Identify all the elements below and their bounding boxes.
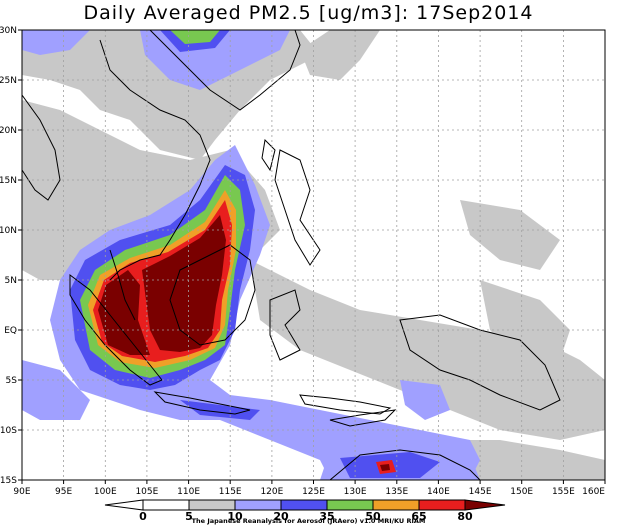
colorbar-label: 20 bbox=[273, 510, 289, 523]
lon-label: 155E bbox=[552, 487, 575, 497]
lat-label: 15S bbox=[0, 476, 17, 486]
colorbar: 0 5 10 20 35 50 65 80 bbox=[104, 499, 506, 523]
lon-label: 150E bbox=[510, 487, 533, 497]
darkred-region-east bbox=[142, 215, 226, 352]
lon-label: 125E bbox=[302, 487, 325, 497]
lat-label: 30N bbox=[0, 26, 17, 36]
lon-label: 140E bbox=[427, 487, 450, 497]
colorbar-segment-0 bbox=[104, 499, 144, 511]
gridlines bbox=[22, 30, 605, 480]
lat-label: 10N bbox=[0, 226, 17, 236]
coastline-borneo bbox=[169, 244, 256, 346]
colorbar-segment-5 bbox=[326, 499, 374, 511]
colorbar-label: 80 bbox=[457, 510, 473, 523]
colorbar-label: 50 bbox=[365, 510, 381, 523]
lightblue-region-north bbox=[22, 30, 90, 55]
lat-label: 20N bbox=[0, 126, 17, 136]
lon-label: 90E bbox=[13, 487, 30, 497]
darkred-region-spot bbox=[380, 464, 390, 471]
map-title: Daily Averaged PM2.5 [ug/m3]: 17Sep2014 bbox=[83, 2, 534, 24]
lon-label: 100E bbox=[94, 487, 117, 497]
lon-label: 160E bbox=[582, 487, 605, 497]
tick-marks bbox=[18, 29, 606, 484]
lon-label: 105E bbox=[135, 487, 158, 497]
gray-region-pacific bbox=[460, 200, 560, 270]
lon-label: 120E bbox=[260, 487, 283, 497]
colorbar-label: 0 bbox=[139, 510, 147, 523]
blue-region-south bbox=[180, 400, 260, 420]
lat-label: 10S bbox=[0, 426, 17, 436]
lat-labels: 30N 25N 20N 15N 10N 5N EQ 5S 10S 15S bbox=[0, 26, 17, 486]
footer-credit: The Japanese Reanalysis for Aerosol (JRA… bbox=[191, 517, 426, 525]
lon-labels: 90E 95E 100E 105E 110E 115E 120E 125E 13… bbox=[13, 487, 605, 497]
lightblue-region-east bbox=[400, 380, 450, 420]
lat-label: 15N bbox=[0, 176, 17, 186]
colorbar-segment-3 bbox=[234, 499, 282, 511]
lon-label: 95E bbox=[55, 487, 72, 497]
coastline-newguinea bbox=[399, 314, 561, 411]
coastline-malay bbox=[109, 249, 136, 321]
green-region-top bbox=[170, 30, 220, 44]
colorbar-segment-1 bbox=[142, 499, 190, 511]
gray-region-east-north bbox=[480, 280, 570, 360]
colorbar-segment-2 bbox=[188, 499, 236, 511]
colorbar-segment-7 bbox=[418, 499, 466, 511]
coastline-java bbox=[153, 391, 251, 415]
lat-label: 5S bbox=[6, 376, 18, 386]
colorbar-label: 10 bbox=[227, 510, 243, 523]
lon-label: 130E bbox=[344, 487, 367, 497]
colorbar-segment-8 bbox=[464, 499, 506, 511]
coastline-philippines bbox=[274, 149, 321, 266]
lon-label: 110E bbox=[177, 487, 200, 497]
pm25-field bbox=[22, 30, 605, 480]
coastline-indochina bbox=[99, 39, 211, 281]
colorbar-segment-4 bbox=[280, 499, 328, 511]
coastline-australia bbox=[329, 449, 481, 480]
lat-label: EQ bbox=[4, 326, 17, 336]
coastline-china bbox=[149, 30, 301, 111]
colorbar-segment-6 bbox=[372, 499, 420, 511]
coastline-india bbox=[22, 94, 61, 201]
coastline-sulawesi bbox=[269, 289, 301, 361]
lat-label: 5N bbox=[5, 276, 17, 286]
coastline-sumatra bbox=[69, 274, 163, 386]
lon-label: 135E bbox=[385, 487, 408, 497]
colorbar-label: 35 bbox=[319, 510, 334, 523]
lat-label: 25N bbox=[0, 76, 17, 86]
gray-region-north bbox=[300, 30, 380, 80]
colorbar-label: 5 bbox=[185, 510, 193, 523]
lightblue-region-west bbox=[22, 360, 90, 420]
coastlines bbox=[22, 30, 561, 480]
darkred-region-west bbox=[98, 270, 150, 355]
colorbar-label: 65 bbox=[411, 510, 426, 523]
gray-region-east bbox=[250, 260, 605, 440]
lon-label: 145E bbox=[469, 487, 492, 497]
lon-label: 115E bbox=[219, 487, 242, 497]
